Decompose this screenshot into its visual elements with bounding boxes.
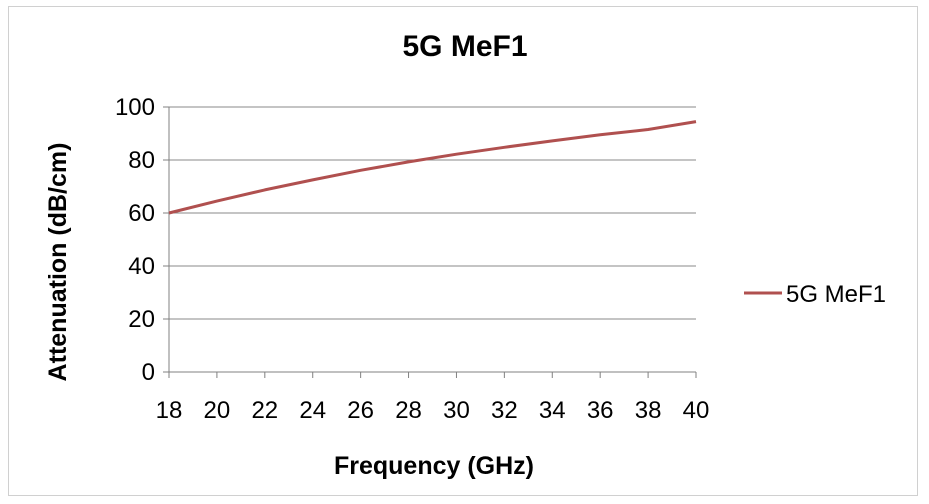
axes [163, 106, 697, 378]
y-tick-label-80: 80 [128, 147, 155, 174]
y-tick-label-60: 60 [128, 200, 155, 227]
x-tick-label-22: 22 [251, 397, 278, 424]
x-tick-label-18: 18 [156, 397, 183, 424]
x-tick-label-36: 36 [587, 397, 614, 424]
legend: 5G MeF1 [744, 281, 886, 308]
y-tick-label-20: 20 [128, 306, 155, 333]
series-line-0 [168, 120, 697, 215]
x-tick-label-38: 38 [635, 397, 662, 424]
chart-title: 5G MeF1 [402, 30, 527, 63]
legend-label: 5G MeF1 [786, 281, 886, 308]
x-tick-label-24: 24 [299, 397, 326, 424]
y-axis-label: Attenuation (dB/cm) [44, 143, 72, 382]
x-tick-label-20: 20 [204, 397, 231, 424]
chart-frame [8, 6, 918, 496]
x-tick-labels: 18 20 22 24 26 28 30 32 34 36 38 40 [156, 397, 710, 424]
series-lines [168, 120, 697, 215]
x-tick-label-32: 32 [491, 397, 518, 424]
y-tick-labels: 0 20 40 60 80 100 [115, 94, 155, 386]
x-tick-label-40: 40 [683, 397, 710, 424]
x-tick-label-26: 26 [347, 397, 374, 424]
y-tick-label-40: 40 [128, 253, 155, 280]
x-tick-label-28: 28 [395, 397, 422, 424]
y-tick-label-100: 100 [115, 94, 155, 121]
x-axis-label: Frequency (GHz) [334, 452, 534, 480]
x-tick-label-30: 30 [443, 397, 470, 424]
y-tick-label-0: 0 [142, 359, 155, 386]
x-tick-label-34: 34 [539, 397, 566, 424]
gridlines [169, 106, 696, 320]
